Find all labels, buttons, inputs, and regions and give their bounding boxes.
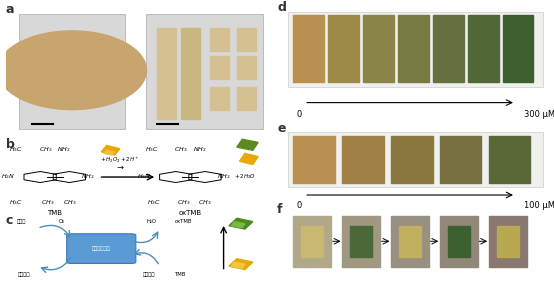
Text: $H_3C$: $H_3C$: [145, 145, 159, 154]
Bar: [342, 216, 380, 267]
Bar: [489, 216, 527, 267]
Polygon shape: [229, 259, 253, 269]
Bar: [391, 216, 429, 267]
Text: $H_3C$: $H_3C$: [147, 199, 161, 207]
Bar: [293, 136, 335, 183]
Bar: [468, 15, 499, 81]
Text: $NH_2$: $NH_2$: [57, 145, 71, 154]
Text: $CH_3$: $CH_3$: [175, 145, 188, 154]
FancyBboxPatch shape: [66, 234, 136, 264]
Bar: [391, 136, 433, 183]
Text: 300 μM: 300 μM: [524, 110, 554, 119]
Text: 葫葱糖酸: 葫葱糖酸: [18, 272, 30, 277]
Bar: [440, 216, 478, 267]
Polygon shape: [237, 139, 258, 150]
Bar: [350, 226, 372, 257]
Bar: [448, 226, 470, 257]
Bar: [211, 28, 229, 51]
Text: 0: 0: [296, 110, 301, 119]
Bar: [288, 132, 543, 187]
Polygon shape: [104, 150, 115, 155]
Bar: [157, 28, 176, 119]
Text: $CH_3$: $CH_3$: [63, 199, 76, 207]
Text: $NH_2$: $NH_2$: [217, 173, 230, 182]
Text: $CH_3$: $CH_3$: [39, 145, 52, 154]
Text: $H_2N$: $H_2N$: [1, 173, 16, 182]
Text: d: d: [277, 1, 286, 14]
Text: 过氧化氢: 过氧化氢: [143, 272, 155, 277]
Text: 0: 0: [296, 201, 301, 210]
Bar: [146, 14, 264, 129]
Bar: [440, 136, 481, 183]
Bar: [293, 216, 331, 267]
Bar: [19, 14, 125, 129]
Bar: [237, 28, 255, 51]
Text: TMB: TMB: [176, 272, 187, 277]
Text: $NH_2$: $NH_2$: [193, 145, 207, 154]
Text: e: e: [277, 122, 285, 135]
Text: $+\,H_2O_2+2H^+$: $+\,H_2O_2+2H^+$: [100, 155, 140, 165]
Text: $H_3C$: $H_3C$: [9, 145, 23, 154]
Bar: [211, 87, 229, 110]
Text: H₂O: H₂O: [147, 219, 157, 224]
Bar: [211, 56, 229, 79]
Bar: [433, 15, 464, 81]
Polygon shape: [229, 218, 253, 229]
Text: O₂: O₂: [58, 219, 64, 224]
Text: $CH_3$: $CH_3$: [198, 199, 212, 207]
Bar: [342, 136, 384, 183]
Bar: [237, 56, 255, 79]
Bar: [301, 226, 323, 257]
Text: TMB: TMB: [47, 210, 62, 216]
Text: $CH_3$: $CH_3$: [177, 199, 191, 207]
Circle shape: [0, 31, 146, 110]
Bar: [293, 15, 324, 81]
Text: $H_3C$: $H_3C$: [9, 199, 23, 207]
Polygon shape: [101, 146, 120, 155]
Text: f: f: [277, 203, 283, 216]
Bar: [181, 28, 199, 119]
Text: oxTMB: oxTMB: [179, 210, 202, 216]
Bar: [497, 226, 519, 257]
Text: b: b: [6, 139, 14, 151]
Text: $H_2N$: $H_2N$: [137, 173, 151, 182]
Polygon shape: [239, 153, 258, 164]
Text: 葫葱糖氧化酶: 葫葱糖氧化酶: [92, 246, 111, 251]
Text: c: c: [6, 214, 13, 227]
Text: 100 μM: 100 μM: [524, 201, 554, 210]
Bar: [363, 15, 394, 81]
Bar: [502, 15, 534, 81]
Polygon shape: [232, 222, 245, 228]
Text: 葫葱糖: 葫葱糖: [17, 219, 26, 224]
Polygon shape: [232, 262, 245, 268]
Text: $\rightarrow$: $\rightarrow$: [115, 163, 125, 172]
Bar: [489, 136, 530, 183]
Bar: [398, 15, 429, 81]
Bar: [399, 226, 421, 257]
Bar: [328, 15, 359, 81]
Text: $NH_2$: $NH_2$: [81, 173, 95, 182]
Bar: [237, 87, 255, 110]
Text: $CH_3$: $CH_3$: [42, 199, 55, 207]
Text: $+\,2H_2O$: $+\,2H_2O$: [234, 173, 256, 182]
Bar: [288, 12, 543, 87]
Text: oxTMB: oxTMB: [175, 219, 192, 224]
Text: a: a: [6, 3, 14, 16]
